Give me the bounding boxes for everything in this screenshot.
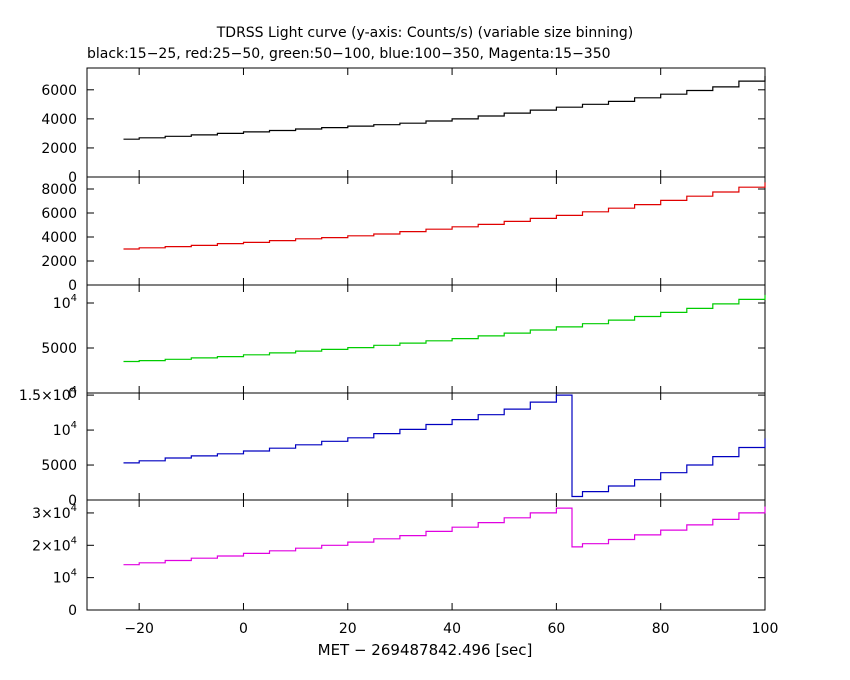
chart-title: TDRSS Light curve (y-axis: Counts/s) (va…: [216, 25, 634, 41]
y-tick-label: 6000: [41, 83, 77, 99]
y-tick-label: 104: [53, 568, 77, 587]
series-line: [123, 394, 766, 498]
chart-subtitle: black:15−25, red:25−50, green:50−100, bl…: [87, 46, 611, 62]
y-tick-label: 2×104: [32, 535, 77, 554]
panel-frame: [86, 499, 766, 611]
y-tick-label: 8000: [41, 182, 77, 198]
panel-3: 0 5000 104: [41, 284, 766, 402]
x-axis: −20 0 20 40 60 80 100: [124, 621, 778, 637]
y-tick-label: 3×104: [32, 503, 77, 522]
x-tick-label: 20: [339, 621, 357, 637]
panel-frame: [86, 392, 766, 501]
y-tick-label: 0: [68, 386, 77, 402]
y-tick-label: 2000: [41, 254, 77, 270]
x-tick-label: 40: [443, 621, 461, 637]
panel-4: 0 5000 104 1.5×104: [19, 385, 766, 509]
y-tick-label: 2000: [41, 141, 77, 157]
panel-frame: [86, 284, 766, 394]
series-line: [123, 76, 766, 140]
series-line: [123, 182, 766, 250]
y-tick-label: 1.5×104: [19, 385, 77, 404]
x-axis-label: MET − 269487842.496 [sec]: [318, 641, 533, 659]
series-line: [123, 294, 766, 363]
x-tick-label: 80: [652, 621, 670, 637]
y-tick-label: 0: [68, 170, 77, 186]
y-tick-label: 0: [68, 603, 77, 619]
x-tick-label: 100: [752, 621, 779, 637]
y-tick-label: 4000: [41, 112, 77, 128]
panel-5: 0 104 2×104 3×104: [32, 499, 766, 619]
y-tick-label: 4000: [41, 230, 77, 246]
y-tick-label: 104: [53, 293, 77, 312]
x-tick-label: −20: [124, 621, 154, 637]
series-line: [123, 506, 766, 566]
y-tick-label: 6000: [41, 206, 77, 222]
y-tick-label: 5000: [41, 458, 77, 474]
y-tick-label: 0: [68, 493, 77, 509]
panel-1: 0 2000 4000 6000: [41, 67, 766, 186]
x-tick-label: 0: [239, 621, 248, 637]
y-tick-label: 104: [53, 420, 77, 439]
panels: 0200040006000020004000600080000500010405…: [19, 67, 766, 619]
y-tick-label: 5000: [41, 341, 77, 357]
y-tick-label: 0: [68, 278, 77, 294]
x-tick-label: 60: [547, 621, 565, 637]
panel-2: 0 2000 4000 6000 8000: [41, 176, 766, 294]
